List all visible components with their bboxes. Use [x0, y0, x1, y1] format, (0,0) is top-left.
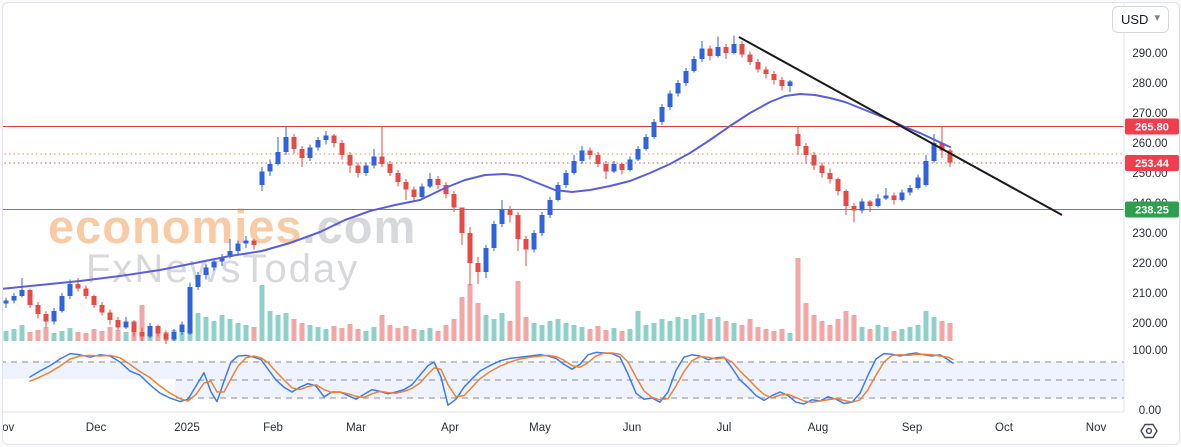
svg-text:265.80: 265.80 — [1135, 122, 1169, 134]
svg-text:Apr: Apr — [441, 422, 459, 434]
svg-text:100.00: 100.00 — [1132, 345, 1167, 357]
svg-text:290.00: 290.00 — [1132, 48, 1167, 60]
candlestick-series — [3, 35, 953, 344]
svg-text:238.25: 238.25 — [1135, 205, 1169, 217]
svg-text:280.00: 280.00 — [1132, 78, 1167, 90]
price-axis-labels: 290.00280.00270.00260.00250.00240.00230.… — [1132, 48, 1167, 417]
pane-settings-icon[interactable] — [1136, 418, 1162, 444]
stochastic-pane — [3, 351, 1124, 409]
volume-series — [3, 258, 953, 341]
price-badges: 265.80 253.44 238.25 — [1125, 118, 1179, 218]
svg-text:Jun: Jun — [623, 422, 642, 434]
svg-text:Jul: Jul — [717, 422, 732, 434]
svg-text:Feb: Feb — [263, 422, 283, 434]
currency-dropdown[interactable]: USD ▾ — [1112, 6, 1169, 33]
trendline — [738, 36, 1063, 216]
svg-text:270.00: 270.00 — [1132, 108, 1167, 120]
price-level-lines — [3, 126, 1124, 210]
time-axis-labels: Nov Dec 2025 Feb Mar Apr May Jun Jul Aug Sep Oct Nov — [2, 422, 1107, 434]
svg-text:260.00: 260.00 — [1132, 138, 1167, 150]
svg-text:Sep: Sep — [902, 422, 922, 434]
currency-label: USD — [1121, 12, 1149, 27]
svg-text:economies.com: economies.com — [48, 200, 416, 253]
svg-text:Mar: Mar — [346, 422, 366, 434]
svg-text:Nov: Nov — [1086, 422, 1107, 434]
svg-text:0.00: 0.00 — [1139, 405, 1161, 417]
svg-text:253.44: 253.44 — [1135, 158, 1170, 170]
svg-text:210.00: 210.00 — [1132, 288, 1167, 300]
svg-text:200.00: 200.00 — [1132, 318, 1167, 330]
svg-text:Aug: Aug — [808, 422, 828, 434]
svg-text:230.00: 230.00 — [1132, 228, 1167, 240]
svg-text:Oct: Oct — [995, 422, 1014, 434]
ma-line — [3, 93, 951, 290]
svg-text:FxNewsToday: FxNewsToday — [86, 247, 359, 291]
svg-text:Dec: Dec — [86, 422, 107, 434]
axes — [3, 3, 1125, 413]
svg-text:Nov: Nov — [2, 422, 14, 434]
svg-text:220.00: 220.00 — [1132, 258, 1167, 270]
svg-text:May: May — [529, 422, 551, 434]
chevron-down-icon: ▾ — [1154, 12, 1160, 24]
svg-text:2025: 2025 — [174, 422, 200, 434]
